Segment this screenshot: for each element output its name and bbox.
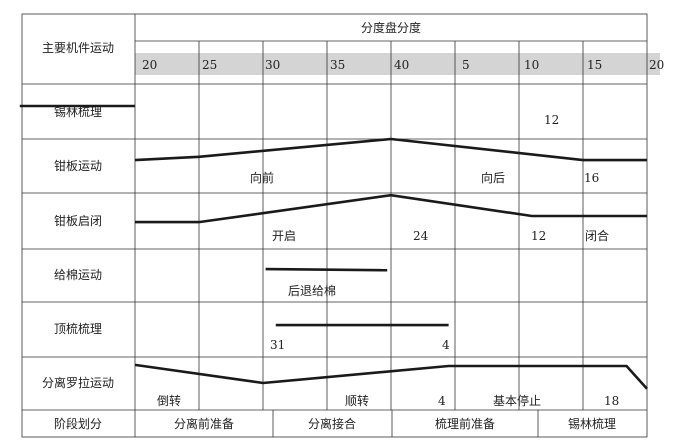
annotation: 向后 bbox=[481, 170, 505, 185]
row-label-top-comb: 顶梳梳理 bbox=[54, 321, 102, 336]
stage-label: 分离前准备 bbox=[174, 416, 234, 431]
table-frame bbox=[21, 13, 648, 438]
annotation: 4 bbox=[442, 338, 450, 352]
tick-label: 35 bbox=[330, 58, 345, 72]
annotation: 后退给棉 bbox=[288, 284, 336, 298]
annotation: 开启 bbox=[272, 229, 296, 243]
tick-label: 25 bbox=[202, 58, 217, 72]
row-label-cylinder: 锡林梳理 bbox=[54, 104, 102, 119]
row-label-stages: 阶段划分 bbox=[54, 416, 102, 431]
tick-label: 5 bbox=[462, 58, 470, 72]
annotation: 12 bbox=[544, 113, 559, 127]
tick-label: 15 bbox=[587, 58, 602, 72]
column-title: 分度盘分度 bbox=[361, 20, 421, 35]
annotation: 16 bbox=[584, 171, 599, 185]
annotation: 闭合 bbox=[585, 228, 609, 243]
annotation: 向前 bbox=[250, 170, 274, 185]
annotation: 4 bbox=[438, 394, 446, 408]
motion-curve bbox=[134, 137, 647, 162]
annotation: 24 bbox=[413, 229, 429, 243]
row-label-nipper-motion: 钳板运动 bbox=[54, 159, 102, 173]
tick-label: 40 bbox=[394, 58, 409, 72]
stage-label: 梳理前准备 bbox=[435, 416, 495, 431]
annotation: 31 bbox=[270, 338, 285, 352]
stage-label: 锡林梳理 bbox=[568, 416, 616, 431]
row-label-nipper-open-close: 钳板启闭 bbox=[54, 214, 102, 228]
tick-band bbox=[135, 53, 660, 75]
tick-label: 20 bbox=[649, 58, 664, 72]
annotation: 18 bbox=[604, 394, 619, 408]
annotation: 顺转 bbox=[345, 393, 369, 408]
annotation: 基本停止 bbox=[493, 393, 541, 408]
stage-label: 分离接合 bbox=[308, 416, 356, 431]
tick-label: 10 bbox=[524, 58, 539, 72]
tick-labels: 20 25 30 35 40 5 10 15 20 bbox=[142, 58, 664, 72]
annotation: 倒转 bbox=[157, 393, 181, 408]
row-label-feed: 给棉运动 bbox=[54, 268, 102, 282]
row-title: 主要机件运动 bbox=[42, 41, 114, 55]
annotation: 12 bbox=[531, 229, 546, 243]
motion-curve bbox=[134, 363, 648, 390]
tick-label: 20 bbox=[142, 58, 157, 72]
row-label-detaching-roller: 分离罗拉运动 bbox=[42, 375, 114, 390]
motion-curve bbox=[135, 193, 647, 224]
tick-label: 30 bbox=[265, 58, 280, 72]
motion-curve bbox=[265, 267, 388, 272]
